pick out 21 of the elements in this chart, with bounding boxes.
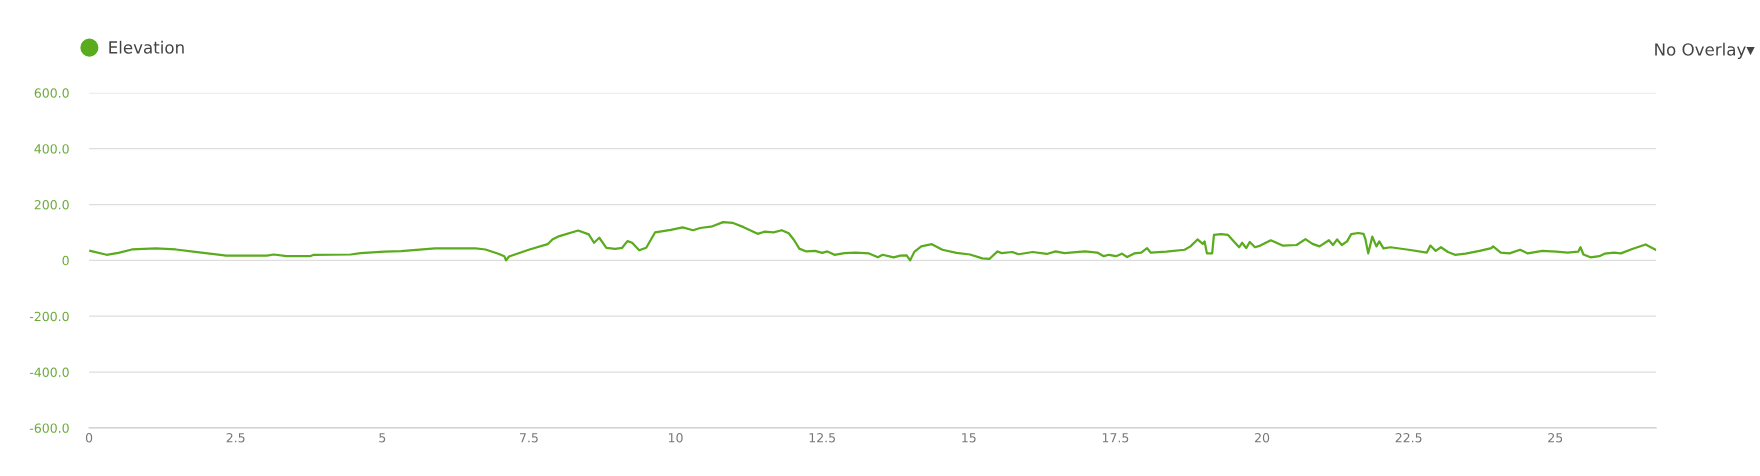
x-tick-label: 12.5 — [809, 433, 835, 443]
x-tick-label: 20 — [1255, 433, 1270, 443]
y-tick-label: -600.0 — [29, 423, 69, 433]
x-tick-label: 22.5 — [1395, 433, 1422, 443]
y-tick-label: 200.0 — [34, 199, 69, 210]
x-tick-label: 7.5 — [520, 433, 538, 443]
x-tick-label: 5 — [379, 433, 386, 443]
x-tick-label: 25 — [1548, 433, 1563, 443]
y-tick-label: 600.0 — [34, 88, 69, 98]
x-tick-label: 0 — [85, 433, 93, 443]
x-tick-label: 2.5 — [226, 433, 245, 443]
y-tick-label: -200.0 — [29, 311, 69, 322]
x-tick-label: 17.5 — [1102, 433, 1129, 443]
line-series — [89, 221, 1657, 262]
legend-label: Elevation — [109, 40, 184, 54]
y-tick-label: 400.0 — [34, 144, 69, 154]
text: No Overlay▾ — [1655, 42, 1755, 59]
x-tick-label: 10 — [668, 433, 683, 443]
y-tick-label: 0 — [62, 255, 69, 266]
y-tick-label: -400.0 — [29, 367, 69, 377]
x-tick-label: 15 — [962, 433, 976, 443]
